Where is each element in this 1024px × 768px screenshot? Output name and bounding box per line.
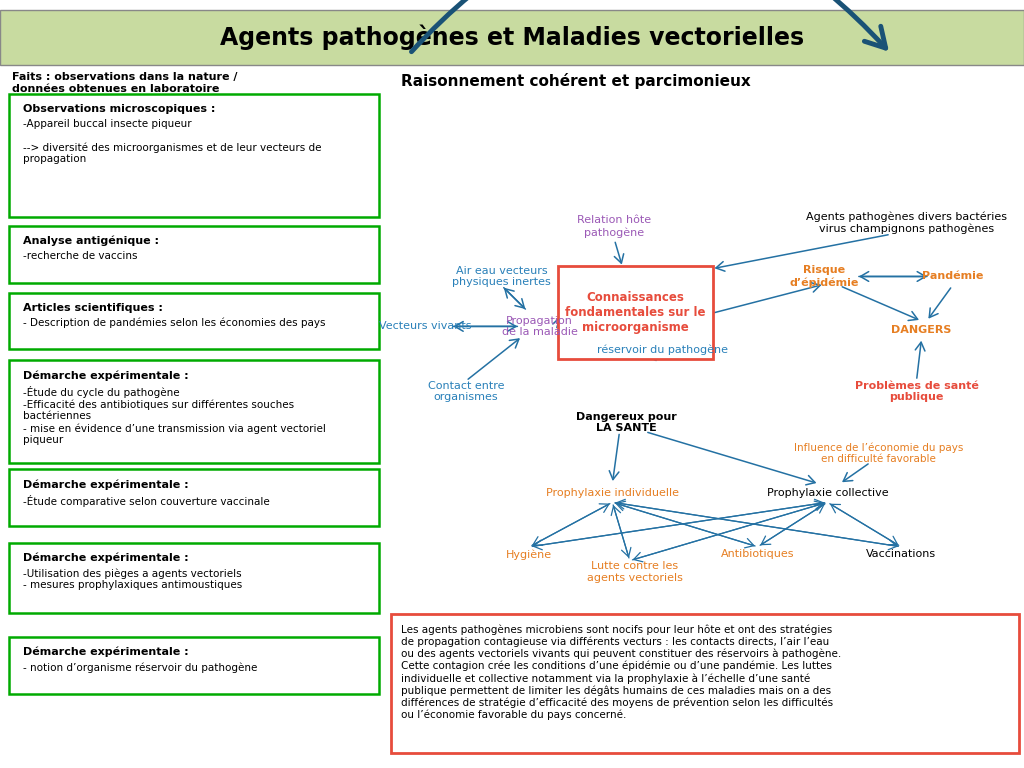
FancyBboxPatch shape [0, 10, 1024, 65]
Text: Les agents pathogènes microbiens sont nocifs pour leur hôte et ont des stratégie: Les agents pathogènes microbiens sont no… [401, 624, 842, 720]
FancyArrowPatch shape [532, 504, 610, 545]
Text: Influence de l’économie du pays
en difficulté favorable: Influence de l’économie du pays en diffi… [794, 442, 964, 464]
FancyArrowPatch shape [842, 286, 918, 320]
FancyArrowPatch shape [615, 503, 754, 548]
FancyArrowPatch shape [715, 283, 820, 313]
FancyBboxPatch shape [9, 469, 379, 526]
Text: DANGERS: DANGERS [892, 325, 951, 336]
Text: Démarche expérimentale :: Démarche expérimentale : [23, 479, 188, 490]
Text: -Appareil buccal insecte piqueur

--> diversité des microorganismes et de leur v: -Appareil buccal insecte piqueur --> div… [23, 119, 322, 164]
FancyArrowPatch shape [614, 242, 624, 263]
FancyArrowPatch shape [609, 435, 620, 479]
Text: Agents pathogènes divers bactéries
virus champignons pathogènes: Agents pathogènes divers bactéries virus… [806, 211, 1007, 234]
Text: Dangereux pour
LA SANTE: Dangereux pour LA SANTE [577, 412, 677, 433]
FancyArrowPatch shape [616, 499, 898, 546]
Text: - notion d’organisme réservoir du pathogène: - notion d’organisme réservoir du pathog… [23, 662, 257, 673]
Text: Air eau vecteurs
physiques inertes: Air eau vecteurs physiques inertes [453, 266, 551, 287]
Text: Prophylaxie collective: Prophylaxie collective [767, 488, 888, 498]
FancyArrowPatch shape [647, 351, 659, 360]
FancyBboxPatch shape [9, 293, 379, 349]
FancyArrowPatch shape [929, 288, 950, 317]
FancyArrowPatch shape [454, 322, 516, 331]
FancyArrowPatch shape [504, 288, 524, 308]
Text: - Description de pandémies selon les économies des pays: - Description de pandémies selon les éco… [23, 318, 325, 329]
Text: -recherche de vaccins: -recherche de vaccins [23, 251, 137, 261]
FancyArrowPatch shape [648, 432, 815, 485]
FancyArrowPatch shape [829, 504, 898, 545]
FancyBboxPatch shape [9, 226, 379, 283]
FancyArrowPatch shape [532, 499, 823, 546]
Text: -Étude du cycle du pathogène
-Efficacité des antibiotiques sur différentes souch: -Étude du cycle du pathogène -Efficacité… [23, 386, 326, 445]
Text: Connaissances
fondamentales sur le
microorganisme: Connaissances fondamentales sur le micro… [565, 292, 706, 334]
Text: Démarche expérimentale :: Démarche expérimentale : [23, 647, 188, 657]
Text: Raisonnement cohérent et parcimonieux: Raisonnement cohérent et parcimonieux [401, 73, 752, 89]
FancyArrowPatch shape [830, 505, 899, 545]
Text: Vecteurs vivants: Vecteurs vivants [379, 321, 471, 332]
FancyArrowPatch shape [761, 504, 825, 545]
FancyBboxPatch shape [558, 266, 713, 359]
FancyArrowPatch shape [611, 506, 629, 558]
Text: -Étude comparative selon couverture vaccinale: -Étude comparative selon couverture vacc… [23, 495, 269, 507]
Text: Antibiotiques: Antibiotiques [721, 549, 795, 560]
FancyArrowPatch shape [531, 504, 609, 545]
FancyArrowPatch shape [455, 322, 517, 331]
Text: Vaccinations: Vaccinations [866, 549, 936, 560]
Text: Prophylaxie individuelle: Prophylaxie individuelle [546, 488, 679, 498]
FancyArrowPatch shape [412, 0, 886, 51]
FancyArrowPatch shape [860, 272, 927, 281]
Text: Lutte contre les
agents vectoriels: Lutte contre les agents vectoriels [587, 561, 683, 583]
FancyBboxPatch shape [9, 543, 379, 613]
Text: Analyse antigénique :: Analyse antigénique : [23, 236, 159, 247]
Text: Relation hôte
pathogène: Relation hôte pathogène [578, 216, 651, 237]
FancyArrowPatch shape [843, 464, 868, 482]
FancyArrowPatch shape [760, 505, 824, 545]
Text: Problèmes de santé
publique: Problèmes de santé publique [855, 381, 978, 402]
Text: réservoir du pathogène: réservoir du pathogène [597, 344, 728, 355]
Text: Observations microscopiques :: Observations microscopiques : [23, 104, 215, 114]
Text: Faits : observations dans la nature /
données obtenues en laboratoire: Faits : observations dans la nature / do… [12, 72, 238, 94]
Text: Hygiène: Hygiène [506, 549, 553, 560]
FancyArrowPatch shape [616, 502, 755, 546]
FancyBboxPatch shape [9, 360, 379, 463]
FancyArrowPatch shape [468, 339, 519, 379]
FancyBboxPatch shape [9, 637, 379, 694]
Text: Agents pathogènes et Maladies vectorielles: Agents pathogènes et Maladies vectoriell… [220, 25, 804, 51]
Text: -Utilisation des pièges a agents vectoriels
- mesures prophylaxiques antimoustiq: -Utilisation des pièges a agents vectori… [23, 568, 242, 591]
Text: Propagation
de la maladie: Propagation de la maladie [502, 316, 578, 337]
FancyArrowPatch shape [634, 503, 824, 562]
Text: Contact entre
organismes: Contact entre organismes [428, 381, 504, 402]
FancyArrowPatch shape [859, 272, 926, 281]
Text: Démarche expérimentale :: Démarche expérimentale : [23, 553, 188, 564]
Text: Démarche expérimentale :: Démarche expérimentale : [23, 370, 188, 381]
Text: Risque
d’épidémie: Risque d’épidémie [790, 266, 859, 287]
FancyBboxPatch shape [391, 614, 1019, 753]
FancyArrowPatch shape [553, 317, 562, 328]
FancyArrowPatch shape [613, 505, 631, 557]
FancyArrowPatch shape [633, 501, 823, 560]
FancyArrowPatch shape [716, 235, 888, 271]
FancyBboxPatch shape [9, 94, 379, 217]
FancyArrowPatch shape [534, 503, 824, 550]
FancyArrowPatch shape [505, 289, 525, 309]
Text: Articles scientifiques :: Articles scientifiques : [23, 303, 163, 313]
FancyArrowPatch shape [615, 503, 897, 550]
Text: Pandémie: Pandémie [922, 271, 983, 282]
FancyArrowPatch shape [915, 343, 925, 378]
